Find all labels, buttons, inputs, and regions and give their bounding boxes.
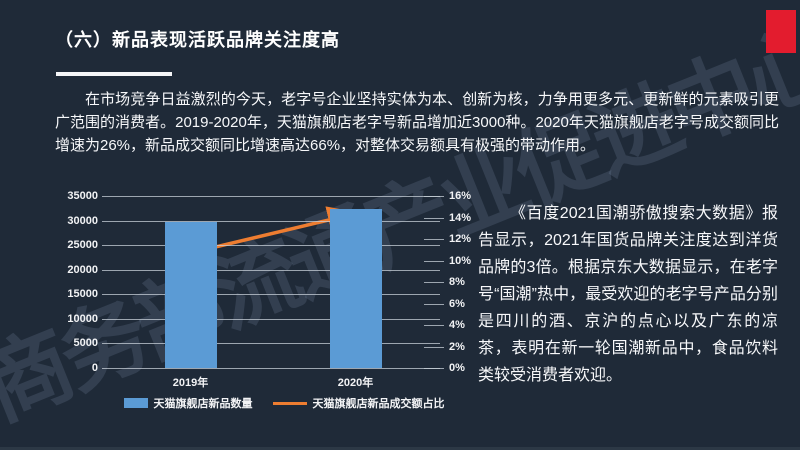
intro-paragraph: 在市场竞争日益激烈的今天，老字号企业坚持实体为本、创新为核，力争用更多元、更新鲜… bbox=[55, 91, 779, 154]
left-axis-tick-label: 10000 bbox=[67, 312, 98, 325]
right-axis-tick bbox=[424, 260, 444, 262]
right-axis-tick-label: 4% bbox=[449, 319, 465, 331]
right-axis-tick-label: 6% bbox=[449, 297, 465, 310]
right-axis-tick bbox=[424, 303, 444, 305]
gridline bbox=[102, 269, 440, 271]
x-axis-category-label: 2020年 bbox=[337, 377, 374, 389]
gridline bbox=[102, 220, 440, 222]
left-axis-tick-label: 20000 bbox=[67, 263, 98, 276]
accent-square bbox=[766, 10, 796, 53]
bottom-edge bbox=[0, 447, 800, 450]
right-axis-tick bbox=[424, 325, 444, 326]
right-axis-tick bbox=[424, 282, 444, 283]
right-axis-tick bbox=[424, 217, 444, 219]
right-axis-tick-label: 2% bbox=[449, 340, 465, 353]
gridline bbox=[102, 368, 440, 369]
legend-label-bar: 天猫旗舰店新品数量 bbox=[153, 398, 253, 410]
bar bbox=[329, 209, 382, 368]
chart-legend: 天猫旗舰店新品数量 天猫旗舰店新品成交额占比 bbox=[60, 395, 484, 411]
gridline bbox=[102, 245, 440, 247]
line-swatch-icon bbox=[272, 401, 307, 405]
right-axis-tick-label: 8% bbox=[449, 276, 465, 288]
left-axis-tick-label: 5000 bbox=[73, 337, 98, 350]
gridline bbox=[102, 196, 440, 197]
left-axis-tick-label: 0 bbox=[91, 362, 98, 374]
gridline bbox=[102, 318, 440, 320]
right-axis-tick-label: 12% bbox=[449, 233, 472, 245]
legend-item-bar: 天猫旗舰店新品数量 bbox=[123, 395, 253, 411]
right-axis-tick bbox=[424, 346, 444, 348]
legend-item-line: 天猫旗舰店新品成交额占比 bbox=[272, 395, 445, 411]
title-underline bbox=[56, 72, 172, 76]
right-axis-tick-label: 0% bbox=[449, 362, 465, 374]
gridline bbox=[102, 294, 440, 296]
right-axis-tick-label: 16% bbox=[449, 190, 472, 202]
page-title: （六）新品表现活跃品牌关注度高 bbox=[55, 30, 340, 50]
left-axis-tick-label: 35000 bbox=[67, 190, 98, 202]
right-axis-tick bbox=[424, 239, 444, 240]
right-axis-tick-label: 14% bbox=[449, 211, 472, 224]
right-axis-tick-label: 10% bbox=[449, 254, 472, 267]
side-note: 《百度2021国潮骄傲搜索大数据》报告显示，2021年国货品牌关注度达到洋货品牌… bbox=[478, 205, 778, 384]
bar-swatch-icon bbox=[123, 398, 148, 408]
bar bbox=[164, 222, 217, 368]
gridline bbox=[102, 343, 440, 345]
right-axis-tick bbox=[424, 368, 444, 369]
left-axis-tick-label: 25000 bbox=[67, 239, 98, 252]
left-axis-tick-label: 15000 bbox=[67, 288, 98, 301]
x-axis-category-label: 2019年 bbox=[172, 377, 209, 389]
left-axis-tick-label: 30000 bbox=[67, 214, 98, 227]
legend-label-line: 天猫旗舰店新品成交额占比 bbox=[312, 398, 445, 410]
right-axis-tick bbox=[424, 196, 444, 197]
